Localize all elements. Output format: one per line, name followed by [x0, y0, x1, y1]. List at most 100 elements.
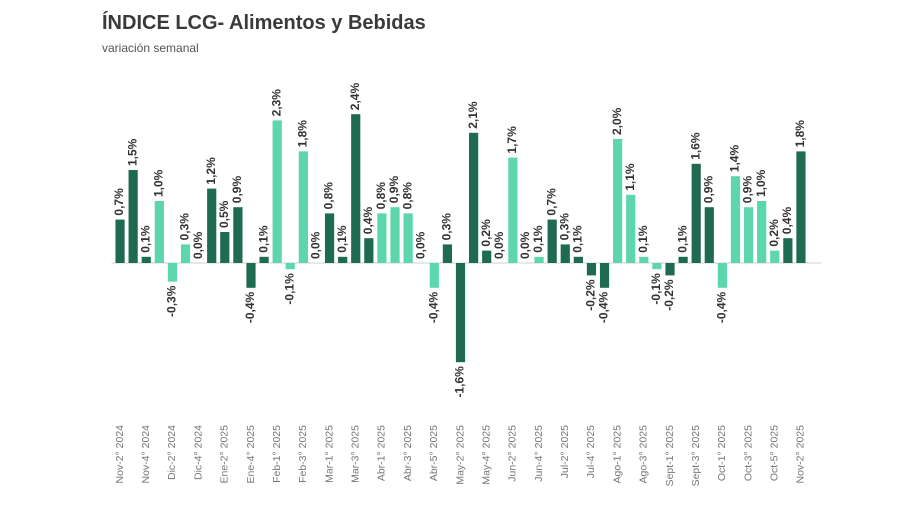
value-label: 1,7% [505, 126, 519, 154]
value-label: 0,1% [138, 225, 152, 253]
bar [573, 256, 583, 263]
bar [390, 207, 400, 263]
x-tick-label: Ene-2° 2025 [219, 425, 231, 484]
value-label: 0,9% [387, 176, 401, 204]
bar [665, 263, 675, 276]
value-label: 0,1% [335, 225, 349, 253]
bar [482, 250, 492, 263]
x-tick-label: Feb-1° 2025 [271, 425, 283, 483]
value-label: -0,2% [662, 279, 676, 311]
bar [338, 256, 348, 263]
bar [652, 263, 662, 270]
bar [141, 256, 151, 263]
x-tick-label: Dic-4° 2024 [192, 425, 204, 480]
value-label: 0,3% [178, 213, 192, 241]
value-label: -0,4% [597, 291, 611, 323]
value-label: 1,0% [152, 169, 166, 197]
bar [364, 238, 374, 263]
bar [743, 207, 754, 263]
bar [599, 263, 610, 288]
x-tick-label: Abr-1° 2025 [376, 425, 388, 481]
bar [730, 176, 741, 263]
x-tick-label: Nov-4° 2024 [140, 425, 152, 484]
value-label: 2,0% [610, 107, 624, 135]
value-label: 0,0% [191, 231, 205, 259]
bar [233, 207, 243, 263]
value-label: 1,8% [296, 120, 310, 148]
value-label: -1,6% [453, 366, 467, 398]
value-label: 0,8% [400, 182, 414, 210]
bar [154, 201, 164, 263]
bar [285, 263, 295, 270]
bar [403, 213, 413, 263]
value-label: 0,7% [544, 188, 558, 216]
bar [115, 219, 125, 263]
bar [246, 263, 256, 288]
value-label: 0,1% [636, 225, 650, 253]
bar [429, 263, 439, 288]
value-label: 1,2% [204, 157, 218, 185]
value-label: 1,5% [125, 138, 139, 166]
value-label: 0,1% [256, 225, 270, 253]
x-tick-label: Sept-1° 2025 [664, 425, 676, 487]
bar [691, 163, 701, 263]
value-label: 0,0% [309, 231, 323, 259]
x-tick-label: Ene-4° 2025 [245, 425, 257, 484]
value-label: 1,1% [623, 163, 637, 191]
x-tick-label: Mar-1° 2025 [323, 425, 335, 483]
x-tick-label: Abr-3° 2025 [402, 425, 414, 481]
value-label: 2,4% [348, 83, 362, 111]
bar [298, 151, 308, 263]
x-tick-label: Oct-3° 2025 [742, 425, 754, 481]
bar [207, 188, 217, 263]
value-label: 0,7% [112, 188, 126, 216]
bar [560, 244, 570, 263]
value-label: 0,8% [374, 182, 388, 210]
x-tick-label: Abr-5° 2025 [428, 425, 440, 481]
bar [678, 256, 688, 263]
value-label: 0,0% [518, 231, 532, 259]
value-label: -0,4% [243, 291, 257, 323]
value-label: 0,9% [230, 176, 244, 204]
x-tick-label: Ago-3° 2025 [638, 425, 650, 484]
value-label: 0,2% [479, 219, 493, 247]
chart-subtitle: variación semanal [102, 41, 199, 55]
value-label: 0,9% [741, 176, 755, 204]
x-tick-label: May-4° 2025 [480, 425, 492, 485]
bar [704, 207, 714, 263]
x-tick-label: Ago-1° 2025 [611, 425, 623, 484]
bar [272, 120, 282, 264]
bar [717, 263, 727, 288]
x-tick-label: Jun-2° 2025 [507, 425, 519, 482]
x-tick-label: Feb-3° 2025 [297, 425, 309, 483]
bar [377, 213, 387, 263]
x-tick-label: Mar-3° 2025 [350, 425, 362, 483]
value-label: 0,2% [767, 219, 781, 247]
x-tick-label: Jul-4° 2025 [585, 425, 597, 478]
value-label: 1,4% [728, 145, 742, 173]
value-label: 2,3% [269, 89, 283, 117]
bar [220, 232, 230, 263]
x-tick-label: Nov-2° 2025 [795, 425, 807, 484]
bar [442, 244, 453, 263]
bar [626, 194, 636, 263]
value-label: 0,9% [701, 176, 715, 204]
bar [534, 256, 544, 263]
bar [508, 157, 518, 263]
chart-title: ÍNDICE LCG- Alimentos y Bebidas [102, 11, 426, 34]
value-label: -0,1% [282, 273, 296, 305]
value-label: -0,3% [165, 285, 179, 317]
value-label: 0,1% [531, 225, 545, 253]
value-label: 1,6% [688, 132, 702, 160]
bar [757, 201, 767, 263]
bar [351, 114, 361, 263]
bar [783, 238, 793, 263]
value-label: 0,8% [322, 182, 336, 210]
bar [613, 139, 623, 263]
bar [455, 263, 466, 363]
bar [796, 151, 806, 263]
x-tick-label: Jul-2° 2025 [559, 425, 571, 478]
value-label: 0,4% [780, 207, 794, 235]
